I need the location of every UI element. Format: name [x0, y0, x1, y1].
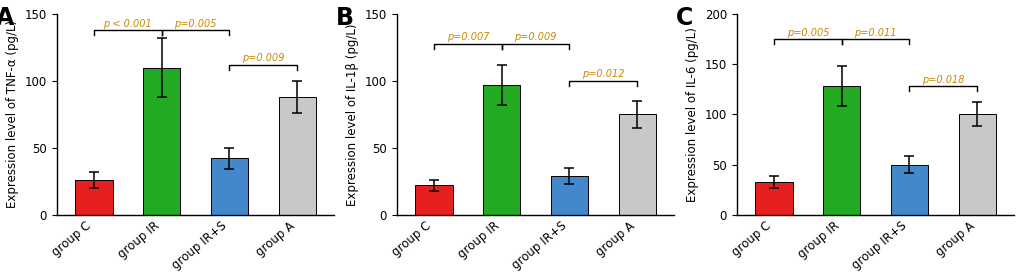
- Text: p=0.018: p=0.018: [921, 75, 964, 85]
- Bar: [618, 114, 655, 215]
- Bar: [278, 97, 316, 215]
- Bar: [890, 165, 927, 215]
- Text: p < 0.001: p < 0.001: [103, 19, 152, 29]
- Text: A: A: [0, 6, 14, 30]
- Bar: [483, 85, 520, 215]
- Text: B: B: [335, 6, 354, 30]
- Y-axis label: Expression level of IL-6 (pg/L): Expression level of IL-6 (pg/L): [686, 27, 698, 202]
- Text: p=0.009: p=0.009: [242, 53, 284, 63]
- Text: p=0.005: p=0.005: [174, 19, 217, 29]
- Bar: [550, 176, 588, 215]
- Text: p=0.012: p=0.012: [582, 69, 624, 79]
- Text: p=0.007: p=0.007: [446, 32, 488, 42]
- Bar: [143, 68, 180, 215]
- Text: C: C: [675, 6, 692, 30]
- Text: p=0.009: p=0.009: [514, 32, 556, 42]
- Y-axis label: Expression level of IL-1β (pg/L): Expression level of IL-1β (pg/L): [345, 23, 359, 206]
- Bar: [415, 185, 452, 215]
- Bar: [958, 114, 995, 215]
- Text: p=0.011: p=0.011: [854, 28, 896, 38]
- Y-axis label: Expression level of TNF-α (pg/L): Expression level of TNF-α (pg/L): [6, 20, 19, 209]
- Bar: [211, 158, 248, 215]
- Bar: [755, 182, 792, 215]
- Text: p=0.005: p=0.005: [786, 28, 828, 38]
- Bar: [822, 86, 859, 215]
- Bar: [75, 180, 112, 215]
